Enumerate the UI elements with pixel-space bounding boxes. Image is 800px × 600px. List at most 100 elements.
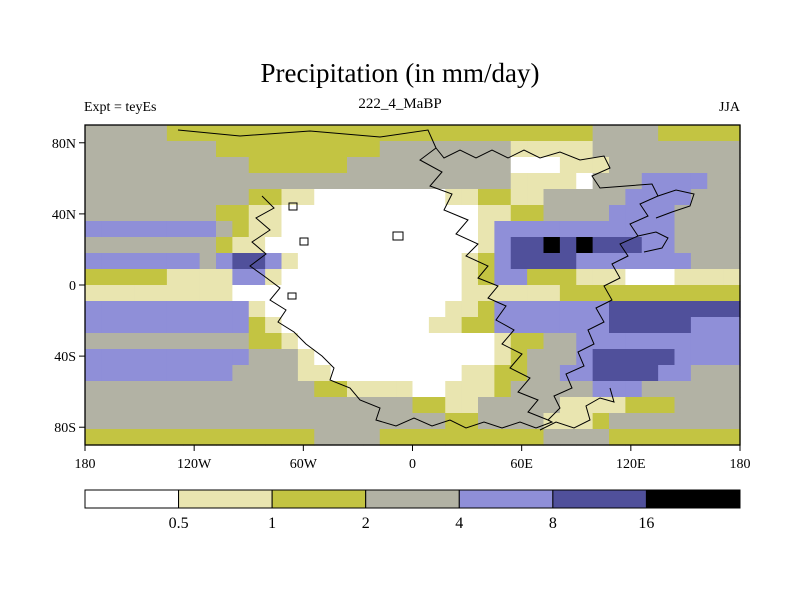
precip-cell <box>281 189 299 206</box>
precip-cell <box>690 349 708 366</box>
precip-cell <box>412 333 430 350</box>
precip-cell <box>559 285 577 302</box>
precip-cell <box>658 413 676 430</box>
precip-cell <box>232 157 250 174</box>
precip-cell <box>494 189 512 206</box>
precip-cell <box>216 141 233 158</box>
precip-cell <box>494 253 512 270</box>
precip-cell <box>396 141 414 158</box>
precip-cell <box>347 365 364 382</box>
precip-cell <box>85 365 102 382</box>
precip-cell <box>428 349 446 366</box>
precip-cell <box>166 301 184 318</box>
precip-cell <box>101 397 119 414</box>
precip-cell <box>134 301 152 318</box>
precip-cell <box>428 397 446 414</box>
precip-cell <box>494 397 512 414</box>
precip-cell <box>150 237 168 254</box>
precip-cell <box>166 189 184 206</box>
precip-cell <box>412 205 430 222</box>
precip-cell <box>576 349 594 366</box>
precip-cell <box>559 301 577 318</box>
precip-cell <box>510 317 528 334</box>
precip-cell <box>723 189 741 206</box>
precip-cell <box>592 253 610 270</box>
precip-cell <box>559 317 577 334</box>
precip-cell <box>674 157 692 174</box>
precip-cell <box>690 173 708 190</box>
precip-cell <box>658 365 676 382</box>
precip-cell <box>510 141 528 158</box>
precip-cell <box>216 317 233 334</box>
precip-cell <box>658 349 676 366</box>
precip-cell <box>232 397 250 414</box>
precip-cell <box>330 397 348 414</box>
precip-cell <box>478 157 495 174</box>
precip-cell <box>707 221 725 238</box>
precip-cell <box>625 189 643 206</box>
precip-cell <box>609 221 626 238</box>
y-axis-tick-label: 80N <box>52 137 76 152</box>
precip-cell <box>543 173 561 190</box>
precip-cell <box>232 221 250 238</box>
y-axis-tick-label: 40S <box>54 350 76 365</box>
precip-cell <box>134 333 152 350</box>
precip-cell <box>723 237 741 254</box>
precip-cell <box>609 173 626 190</box>
precip-cell <box>658 381 676 398</box>
precip-cell <box>641 269 659 286</box>
precip-cell <box>396 301 414 318</box>
precip-cell <box>396 413 414 430</box>
precip-cell <box>199 429 217 446</box>
precip-cell <box>265 413 283 430</box>
precip-cell <box>707 429 725 446</box>
precip-cell <box>330 285 348 302</box>
precip-cell <box>183 253 201 270</box>
precip-cell <box>150 285 168 302</box>
precip-cell <box>166 253 184 270</box>
precip-cell <box>707 397 725 414</box>
precip-cell <box>543 269 561 286</box>
precip-cell <box>543 381 561 398</box>
precip-cell <box>674 365 692 382</box>
precip-cell <box>576 429 594 446</box>
precip-cell <box>199 205 217 222</box>
precip-cell <box>379 381 397 398</box>
precip-cell <box>314 205 332 222</box>
precip-cell <box>101 333 119 350</box>
precip-cell <box>625 365 643 382</box>
precip-cell <box>707 413 725 430</box>
precip-cell <box>281 125 299 142</box>
precip-cell <box>559 205 577 222</box>
precip-cell <box>478 349 495 366</box>
precip-cell <box>379 429 397 446</box>
precip-cell <box>85 301 102 318</box>
precip-cell <box>134 221 152 238</box>
precip-cell <box>527 237 545 254</box>
precip-cell <box>232 413 250 430</box>
precip-cell <box>396 285 414 302</box>
precip-cell <box>625 237 643 254</box>
precip-cell <box>559 253 577 270</box>
precip-cell <box>314 269 332 286</box>
precip-cell <box>723 157 741 174</box>
precip-cell <box>363 381 381 398</box>
precip-cell <box>559 349 577 366</box>
precip-cell <box>265 269 283 286</box>
precip-cell <box>723 269 741 286</box>
precip-cell <box>330 429 348 446</box>
precip-cell <box>510 301 528 318</box>
precip-cell <box>330 349 348 366</box>
precip-cell <box>396 221 414 238</box>
precip-cell <box>281 349 299 366</box>
precip-cell <box>166 125 184 142</box>
precip-cell <box>559 413 577 430</box>
coastline-peninsula-2 <box>637 231 669 253</box>
precip-cell <box>363 141 381 158</box>
precip-cell <box>297 157 315 174</box>
precip-cell <box>543 285 561 302</box>
precip-cell <box>707 237 725 254</box>
precip-cell <box>183 429 201 446</box>
precip-cell <box>314 333 332 350</box>
precip-cell <box>625 381 643 398</box>
